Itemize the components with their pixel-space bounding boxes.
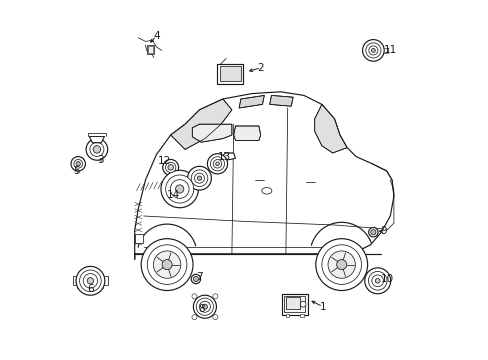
Circle shape	[368, 46, 377, 55]
Bar	[282, 294, 307, 315]
Bar	[147, 46, 152, 53]
Circle shape	[191, 274, 200, 284]
Circle shape	[321, 245, 361, 284]
Circle shape	[193, 295, 216, 318]
Polygon shape	[233, 126, 260, 140]
Circle shape	[365, 43, 380, 58]
Circle shape	[199, 301, 210, 312]
Bar	[73, 276, 107, 285]
Bar	[285, 314, 288, 317]
Circle shape	[76, 162, 80, 166]
Bar	[134, 234, 142, 243]
Text: 4: 4	[153, 31, 159, 41]
Circle shape	[197, 176, 201, 180]
Circle shape	[202, 304, 207, 309]
Circle shape	[371, 275, 383, 287]
Circle shape	[170, 180, 189, 198]
Circle shape	[167, 165, 173, 170]
Circle shape	[215, 162, 219, 166]
Polygon shape	[192, 124, 231, 142]
Circle shape	[153, 251, 181, 278]
Bar	[77, 285, 81, 288]
Circle shape	[162, 260, 172, 270]
Circle shape	[192, 315, 197, 320]
Circle shape	[192, 294, 197, 299]
Circle shape	[336, 260, 346, 270]
Circle shape	[83, 274, 98, 288]
Polygon shape	[239, 95, 264, 108]
Bar	[384, 48, 387, 53]
Text: 5: 5	[73, 166, 80, 176]
Text: 1: 1	[319, 302, 325, 312]
Circle shape	[193, 276, 198, 282]
Circle shape	[74, 159, 82, 168]
Circle shape	[213, 159, 221, 168]
Circle shape	[147, 245, 186, 284]
Text: 6: 6	[87, 284, 94, 294]
Circle shape	[194, 173, 204, 183]
Circle shape	[300, 301, 305, 307]
Polygon shape	[134, 92, 393, 259]
Text: 11: 11	[383, 45, 396, 55]
Text: 9: 9	[379, 226, 386, 236]
Circle shape	[371, 49, 375, 52]
Text: 14: 14	[166, 190, 180, 200]
Bar	[98, 285, 102, 288]
Circle shape	[368, 228, 377, 237]
Circle shape	[212, 315, 218, 320]
Text: 7: 7	[196, 272, 203, 282]
Circle shape	[364, 268, 390, 294]
Circle shape	[187, 166, 211, 190]
Circle shape	[76, 266, 104, 295]
Polygon shape	[223, 153, 235, 160]
Text: 10: 10	[381, 274, 393, 284]
Circle shape	[86, 139, 107, 160]
Text: 13: 13	[218, 152, 231, 162]
Text: 3: 3	[97, 155, 103, 165]
Bar	[285, 297, 299, 309]
Circle shape	[71, 157, 85, 171]
Polygon shape	[170, 99, 231, 149]
Polygon shape	[314, 104, 346, 153]
Circle shape	[315, 239, 367, 291]
Circle shape	[80, 270, 101, 292]
Circle shape	[362, 40, 384, 61]
Circle shape	[367, 271, 386, 290]
Bar	[299, 314, 303, 317]
Circle shape	[375, 279, 379, 283]
Circle shape	[175, 185, 183, 193]
Circle shape	[163, 159, 178, 175]
Circle shape	[93, 145, 101, 153]
Polygon shape	[269, 95, 292, 106]
Circle shape	[210, 157, 224, 171]
Text: 8: 8	[198, 303, 205, 314]
Circle shape	[90, 142, 104, 156]
Circle shape	[165, 175, 193, 203]
Bar	[284, 296, 305, 312]
Circle shape	[165, 162, 176, 172]
Bar	[217, 64, 243, 84]
Ellipse shape	[261, 188, 271, 194]
Bar	[146, 45, 153, 54]
Polygon shape	[89, 136, 104, 143]
Circle shape	[87, 278, 93, 284]
Circle shape	[161, 170, 198, 208]
Circle shape	[141, 239, 193, 291]
Circle shape	[207, 154, 227, 174]
Circle shape	[327, 251, 355, 278]
Circle shape	[196, 298, 213, 315]
Circle shape	[370, 230, 375, 235]
Text: 12: 12	[158, 156, 171, 166]
Circle shape	[191, 170, 207, 186]
Text: 2: 2	[257, 63, 264, 73]
Bar	[219, 66, 240, 81]
Circle shape	[212, 294, 218, 299]
